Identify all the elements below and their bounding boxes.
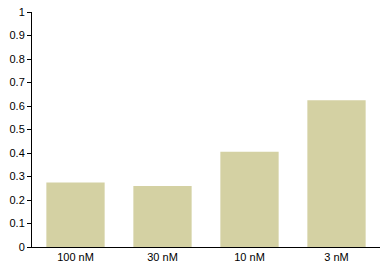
svg-text:0.4: 0.4 [10, 147, 25, 159]
svg-text:0.3: 0.3 [10, 170, 25, 182]
svg-text:3 nM: 3 nM [324, 251, 348, 263]
svg-text:10 nM: 10 nM [234, 251, 265, 263]
svg-text:0.9: 0.9 [10, 29, 25, 41]
svg-text:0.7: 0.7 [10, 76, 25, 88]
svg-text:0: 0 [19, 241, 25, 253]
svg-text:0.2: 0.2 [10, 194, 25, 206]
svg-text:0.5: 0.5 [10, 123, 25, 135]
svg-text:0.6: 0.6 [10, 100, 25, 112]
svg-text:0.1: 0.1 [10, 217, 25, 229]
svg-text:30 nM: 30 nM [147, 251, 178, 263]
svg-text:1: 1 [19, 6, 25, 18]
svg-text:100 nM: 100 nM [57, 251, 94, 263]
svg-text:0.8: 0.8 [10, 53, 25, 65]
